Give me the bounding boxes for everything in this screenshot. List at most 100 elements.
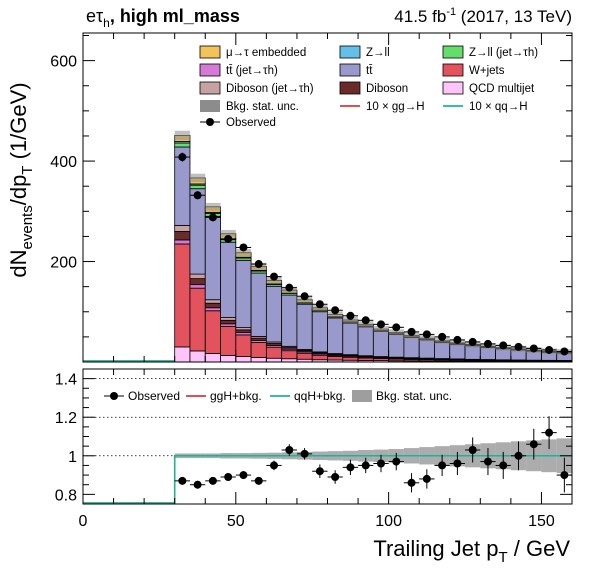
channel-title: eτh, high ml_mass xyxy=(86,6,240,30)
y-tick-label-400: 400 xyxy=(50,154,77,171)
legend-label-ttbar_jet: tt̄ (jet→τh) xyxy=(226,65,278,77)
obs-point-5 xyxy=(254,260,263,269)
unc-band-bin-3 xyxy=(220,229,236,238)
stack-bar-qcd-bin-5 xyxy=(250,357,267,363)
obs-point-25 xyxy=(560,347,569,356)
obs-point-6 xyxy=(270,272,279,281)
main-axes: 200 400 600 xyxy=(50,33,573,362)
obs-point-8 xyxy=(300,292,309,301)
lumi-label: 41.5 fb-1 (2017, 13 TeV) xyxy=(394,6,572,26)
ratio-point-24 xyxy=(545,428,554,437)
ratio-observed-points xyxy=(174,416,572,493)
ratio-point-16 xyxy=(422,474,431,483)
obs-point-0 xyxy=(178,153,187,162)
ratio-y-tick-label-1.2: 1.2 xyxy=(55,410,77,427)
x-tick-label-100: 100 xyxy=(375,513,402,530)
obs-point-2 xyxy=(208,213,217,222)
obs-point-19 xyxy=(468,337,477,346)
ratio-point-18 xyxy=(453,459,462,468)
stack-bar-diboson-bin-0 xyxy=(174,231,191,241)
obs-point-11 xyxy=(346,311,355,320)
legend-label-zll: Z→ll xyxy=(366,47,390,59)
stack-bar-ttbar-bin-7 xyxy=(281,294,298,347)
x-tick-label-0: 0 xyxy=(79,513,88,530)
stack-bar-w_jets-bin-4 xyxy=(235,334,252,357)
ratio-point-0 xyxy=(178,476,187,485)
stack-bar-ttbar-bin-6 xyxy=(265,285,283,343)
obs-point-13 xyxy=(376,320,385,329)
ratio-point-13 xyxy=(376,459,385,468)
stack-bar-ttbar-bin-13 xyxy=(372,331,390,357)
stack-bar-diboson-bin-4 xyxy=(235,329,252,334)
obs-point-7 xyxy=(285,283,294,292)
obs-point-9 xyxy=(315,300,324,309)
stack-bar-ttbar-bin-9 xyxy=(311,311,328,353)
legend-label-qcd: QCD multijet xyxy=(469,83,535,95)
y-axis-title: dNevents/dpT (1/GeV) xyxy=(6,82,36,277)
ratio-point-2 xyxy=(208,476,217,485)
stack-bar-ttbar-bin-3 xyxy=(220,241,237,318)
stack-bar-diboson_jet-bin-1 xyxy=(189,273,206,280)
ratio-y-tick-label-1: 1 xyxy=(68,449,77,466)
ratio-point-23 xyxy=(529,440,538,449)
stack-bar-ttbar_jet-bin-1 xyxy=(189,284,206,289)
unc-band-bin-1 xyxy=(189,173,206,183)
unc-band-bin-4 xyxy=(235,249,252,257)
main-panel: 200 400 600 μ→τ embedded Z→ll Z→ll (jet→τh) t… xyxy=(50,32,573,363)
stack-bar-ttbar-bin-11 xyxy=(342,322,359,356)
stack-bar-w_jets-bin-6 xyxy=(265,346,283,359)
stack-bar-diboson_jet-bin-0 xyxy=(174,224,191,232)
main-legend: μ→τ embedded Z→ll Z→ll (jet→τh) tt̄ (jet→τh… xyxy=(199,45,538,129)
stack-bar-qcd-bin-3 xyxy=(220,355,237,363)
ratio-signal-lines xyxy=(83,455,572,504)
stack-bar-w_jets-bin-0 xyxy=(174,243,191,348)
unc-band-bin-11 xyxy=(342,316,359,324)
stack-bar-ttbar-bin-17 xyxy=(434,342,451,359)
ratio-axes: 0.8 1 1.2 1.4 0 50 100 150 xyxy=(55,369,573,530)
stack-bar-w_jets-bin-9 xyxy=(311,354,328,361)
obs-point-12 xyxy=(361,316,370,325)
ratio-point-5 xyxy=(254,476,263,485)
ratio-legend-label-3: Bkg. stat. unc. xyxy=(376,389,452,403)
ratio-y-tick-label-1.4: 1.4 xyxy=(55,372,77,389)
unc-band-bin-13 xyxy=(373,325,389,333)
ratio-point-20 xyxy=(483,457,492,466)
stack-bar-ttbar-bin-14 xyxy=(388,334,405,358)
obs-point-17 xyxy=(438,332,447,341)
ratio-point-25 xyxy=(560,471,569,480)
ratio-legend-swatch-0 xyxy=(110,392,118,400)
obs-point-20 xyxy=(483,339,492,348)
ratio-point-3 xyxy=(224,473,233,481)
legend-label-w_jets: W+jets xyxy=(469,65,505,77)
stack-bar-diboson-bin-1 xyxy=(189,278,206,286)
legend-swatch-unc xyxy=(200,100,220,112)
legend-label-qqh: 10 × qq→H xyxy=(469,101,528,113)
obs-point-4 xyxy=(239,243,248,252)
obs-point-18 xyxy=(453,335,462,344)
ratio-point-22 xyxy=(514,451,523,460)
obs-point-15 xyxy=(407,327,416,336)
legend-swatch-w_jets xyxy=(442,63,464,77)
legend-swatch-ttbar_jet xyxy=(199,63,221,77)
stack-bar-qcd-bin-4 xyxy=(235,356,252,363)
stack-bar-ttbar-bin-20 xyxy=(479,347,496,360)
observed-points xyxy=(174,152,572,356)
unc-band-bin-12 xyxy=(358,321,374,328)
legend-swatch-qcd xyxy=(442,81,464,95)
stack-bar-qcd-bin-0 xyxy=(174,346,191,363)
stack-bar-ttbar-bin-8 xyxy=(296,303,313,350)
unc-band-bin-2 xyxy=(205,202,221,211)
stack-bar-ttbar-bin-12 xyxy=(357,326,374,357)
x-tick-label-150: 150 xyxy=(528,513,555,530)
stack-bar-w_jets-bin-3 xyxy=(220,325,237,356)
stack-bar-ttbar-bin-19 xyxy=(464,345,481,360)
ratio-point-11 xyxy=(346,463,355,472)
unc-band-bin-10 xyxy=(327,311,343,318)
ratio-point-7 xyxy=(285,446,294,454)
ratio-y-tick-label-0.8: 0.8 xyxy=(55,487,77,504)
obs-point-1 xyxy=(193,191,202,200)
ratio-point-12 xyxy=(361,461,370,470)
background-stack xyxy=(174,135,573,363)
stack-bar-ttbar-bin-10 xyxy=(327,317,344,354)
